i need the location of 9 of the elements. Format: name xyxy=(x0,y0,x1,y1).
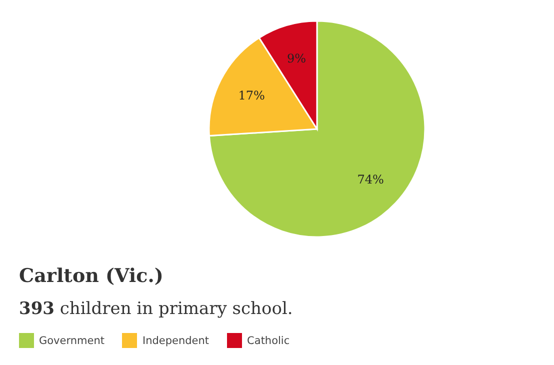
text: 393 children in primary school. xyxy=(19,299,294,319)
data-label: 17% xyxy=(238,88,265,103)
data-label: 74% xyxy=(357,172,384,186)
legend-label: Catholic xyxy=(247,334,290,346)
pie-slice xyxy=(208,20,426,238)
legend-label: Government xyxy=(39,334,104,346)
text: Carlton (Vic.) xyxy=(19,265,164,287)
legend-label: Independent xyxy=(142,334,210,346)
data-label: 9% xyxy=(286,51,306,66)
